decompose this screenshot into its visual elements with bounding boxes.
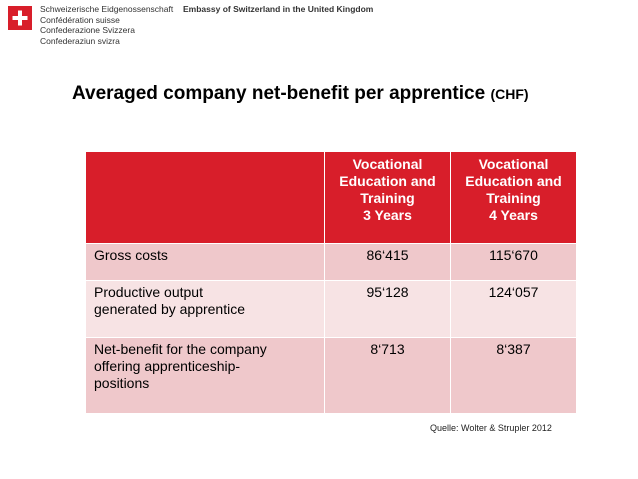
label-line: offering apprenticeship-	[94, 358, 241, 374]
value-cell: 8‘713	[324, 337, 451, 414]
value-cell: 86‘415	[324, 243, 451, 281]
label-line: generated by apprentice	[94, 301, 245, 317]
org-names: Schweizerische Eidgenossenschaft Confédér…	[40, 4, 173, 46]
header-line: Education and	[465, 173, 562, 189]
slide-title: Averaged company net-benefit per apprent…	[72, 83, 529, 105]
swiss-flag	[8, 6, 32, 30]
source-note: Quelle: Wolter & Strupler 2012	[430, 423, 552, 433]
header-line: Education and	[339, 173, 436, 189]
org-line: Confederazione Svizzera	[40, 25, 135, 35]
row-label: Productive output generated by apprentice	[85, 280, 325, 338]
column-header: Vocational Education and Training 3 Years	[324, 151, 451, 244]
label-line: Gross costs	[94, 247, 168, 263]
value-cell: 124‘057	[450, 280, 577, 338]
row-label: Net-benefit for the company offering appr…	[85, 337, 325, 414]
row-label: Gross costs	[85, 243, 325, 281]
data-table: Vocational Education and Training 3 Years Vo…	[85, 151, 577, 414]
org-line: Confédération suisse	[40, 14, 120, 25]
org-line: Confederaziun svizra	[40, 35, 120, 46]
header-line: 4 Years	[489, 207, 538, 223]
title-main: Averaged company net-benefit per apprent…	[72, 83, 486, 104]
label-line: Productive output	[94, 284, 203, 300]
org-line: Schweizerische Eidgenossenschaft	[40, 4, 174, 14]
header-line: Vocational	[478, 156, 549, 172]
header-line: Training	[360, 190, 415, 206]
label-line: positions	[94, 375, 150, 391]
label-line: Net-benefit for the company	[94, 341, 267, 357]
embassy: Embassy of Switzerland in the United Kin…	[183, 4, 374, 14]
header-line: Training	[486, 190, 541, 206]
title-unit: (CHF)	[490, 86, 529, 102]
table-row: Productive output generated by apprentice…	[85, 280, 577, 338]
header-row: Vocational Education and Training 3 Years Vo…	[85, 151, 577, 244]
header-line: Vocational	[352, 156, 423, 172]
value-cell: 115‘670	[450, 243, 577, 281]
corner-cell	[85, 151, 325, 244]
column-header: Vocational Education and Training 4 Years	[450, 151, 577, 244]
table-row: Gross costs 86‘415 115‘670	[85, 243, 577, 281]
value-cell: 95‘128	[324, 280, 451, 338]
table-row: Net-benefit for the company offering appr…	[85, 337, 577, 414]
header-line: 3 Years	[363, 207, 412, 223]
value-cell: 8‘387	[450, 337, 577, 414]
